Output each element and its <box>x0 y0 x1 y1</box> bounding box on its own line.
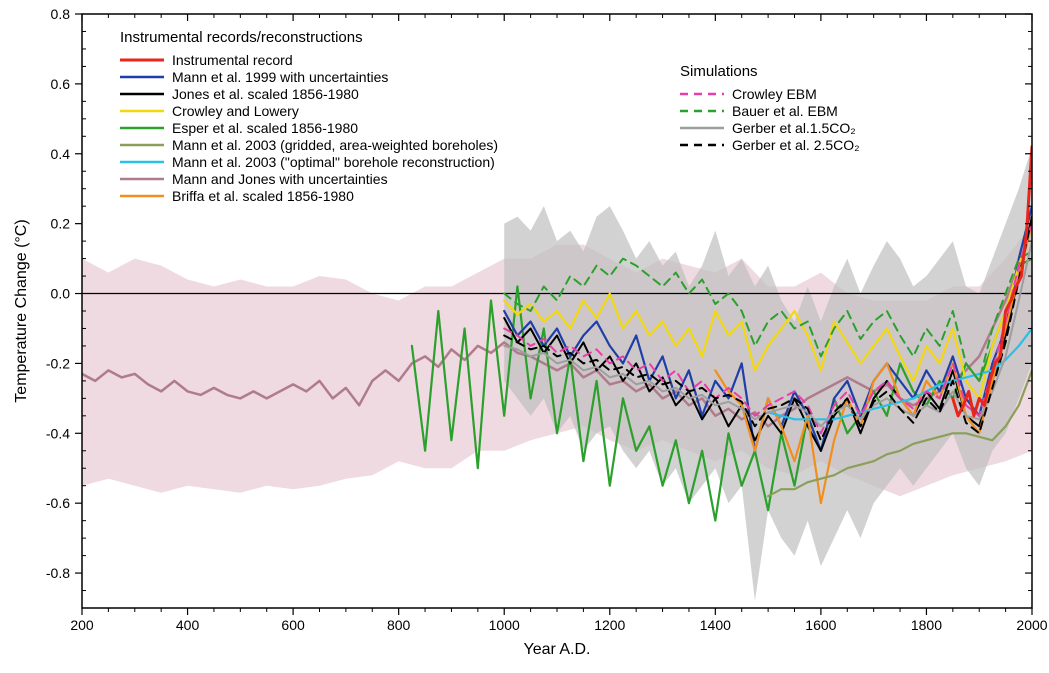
y-tick-label: -0.8 <box>46 565 70 581</box>
legend-label-gerber15: Gerber et al.1.5CO₂ <box>732 120 856 136</box>
y-tick-label: -0.2 <box>46 355 70 371</box>
x-tick-label: 1200 <box>594 617 625 633</box>
legend-simulations: SimulationsCrowley EBMBauer et al. EBMGe… <box>680 63 860 153</box>
y-tick-label: 0.0 <box>51 286 71 302</box>
legend-label-jones: Jones et al. scaled 1856-1980 <box>172 86 359 102</box>
y-tick-label: 0.6 <box>51 76 71 92</box>
temperature-reconstruction-chart: 200 400 600 800 1000 1200 1400 1600 1800 2000 Year… <box>0 0 1049 673</box>
legend-reconstructions-title: Instrumental records/reconstructions <box>120 29 363 46</box>
x-tick-label: 1600 <box>805 617 836 633</box>
x-tick-label: 1400 <box>700 617 731 633</box>
legend-label-instr: Instrumental record <box>172 52 293 68</box>
legend-label-mann99: Mann et al. 1999 with uncertainties <box>172 69 388 85</box>
y-tick-label: -0.6 <box>46 495 70 511</box>
legend-label-esper: Esper et al. scaled 1856-1980 <box>172 120 358 136</box>
x-tick-label: 800 <box>387 617 411 633</box>
legend-label-bauerEBM: Bauer et al. EBM <box>732 103 838 119</box>
legend-reconstructions: Instrumental records/reconstructions Inst… <box>120 29 498 204</box>
y-axis-label: Temperature Change (°C) <box>13 219 30 402</box>
x-tick-label: 1000 <box>489 617 520 633</box>
x-axis-label: Year A.D. <box>523 641 590 658</box>
x-tick-label: 400 <box>176 617 200 633</box>
x-tick-label: 1800 <box>911 617 942 633</box>
legend-label-gerber25: Gerber et al. 2.5CO₂ <box>732 137 860 153</box>
x-tick-label: 600 <box>281 617 305 633</box>
legend-label-crowleyEBM: Crowley EBM <box>732 86 817 102</box>
legend-label-mann03g: Mann et al. 2003 (gridded, area-weighted… <box>172 137 498 153</box>
chart-svg: 200 400 600 800 1000 1200 1400 1600 1800 2000 Year… <box>0 0 1049 673</box>
legend-label-mj: Mann and Jones with uncertainties <box>172 171 388 187</box>
x-tick-label: 200 <box>70 617 94 633</box>
y-tick-label: 0.2 <box>51 216 71 232</box>
legend-label-briffa: Briffa et al. scaled 1856-1980 <box>172 188 354 204</box>
y-tick-label: 0.8 <box>51 6 71 22</box>
y-tick-label: 0.4 <box>51 146 71 162</box>
y-tick-label: -0.4 <box>46 425 70 441</box>
legend-label-mann03o: Mann et al. 2003 ("optimal" borehole rec… <box>172 154 495 170</box>
legend-simulations-title: Simulations <box>680 63 758 80</box>
x-tick-label: 2000 <box>1016 617 1047 633</box>
legend-label-crowleyL: Crowley and Lowery <box>172 103 299 119</box>
